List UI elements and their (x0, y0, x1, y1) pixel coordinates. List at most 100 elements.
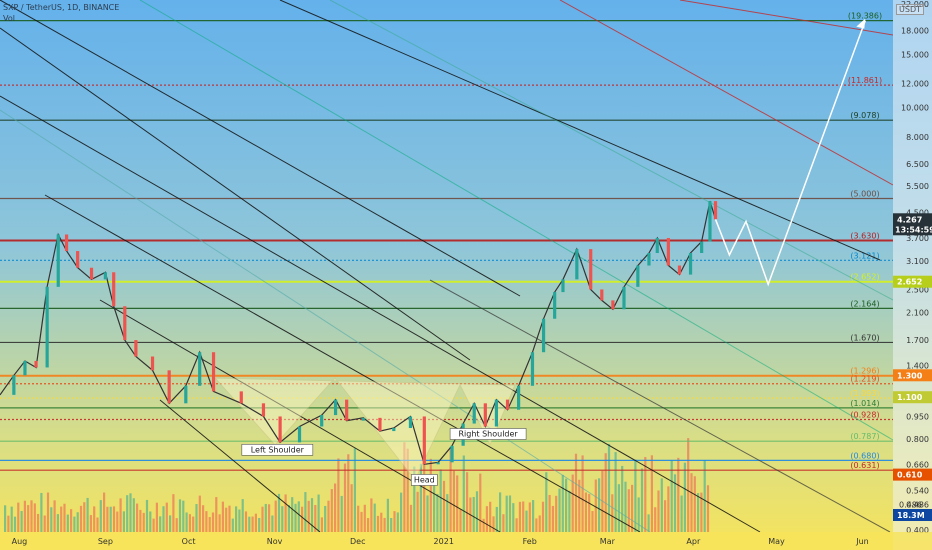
volume-bar (598, 478, 601, 532)
volume-bar (294, 503, 297, 532)
price-tick-label: 0.800 (906, 435, 929, 444)
trend-line (329, 0, 894, 301)
price-candle (647, 253, 651, 266)
volume-bar (93, 506, 96, 532)
volume-bar (109, 506, 112, 532)
price-badge-level-1: 2.652 (897, 278, 922, 287)
volume-bar (611, 494, 614, 532)
price-candle (436, 462, 440, 465)
time-axis[interactable]: Aug Sep Oct Nov Dec 2021 Feb Mar Apr May Jun (12, 537, 869, 546)
trend-line (99, 299, 501, 533)
price-tick-label: 0.950 (906, 412, 929, 421)
time-tick-label: Jun (855, 537, 869, 546)
price-candle (150, 356, 155, 371)
price-candle (361, 417, 365, 421)
fib-level-label: (1.014) (850, 399, 879, 408)
volume-bar (683, 462, 686, 532)
volume-bar (373, 503, 376, 532)
price-tick-label: 12.000 (901, 80, 929, 89)
volume-bar (690, 473, 693, 532)
volume-bar (330, 489, 333, 532)
volume-bar (548, 495, 551, 532)
volume-bar (409, 504, 413, 532)
volume-bar (155, 502, 158, 532)
volume-bar (396, 512, 399, 532)
volume-bar (591, 510, 594, 532)
volume-bar (703, 460, 706, 532)
price-candle (333, 399, 338, 416)
volume-bar (574, 453, 578, 532)
annotation-head: Head (414, 475, 435, 484)
volume-bar (211, 512, 215, 532)
volume-bar (706, 485, 710, 532)
time-tick-label: Oct (182, 537, 196, 546)
volume-bar (13, 516, 17, 532)
price-candle (211, 352, 216, 392)
volume-bar (654, 507, 657, 532)
volume-bar (37, 513, 40, 532)
volume-bar (208, 517, 211, 532)
volume-bar (320, 517, 323, 532)
volume-bar (555, 495, 558, 532)
volume-bar (145, 499, 149, 532)
fib-level-label: (3.121) (850, 251, 879, 260)
volume-bar (327, 500, 330, 532)
price-candle (708, 201, 712, 242)
fib-levels: (19.386) (11.861) (9.078) (5.000) (3.630) (3.… (0, 12, 893, 471)
volume-bar (103, 492, 106, 532)
volume-bar (264, 503, 267, 532)
price-candle (600, 289, 604, 301)
volume-bar (215, 497, 218, 532)
volume-bar (667, 486, 670, 532)
pattern-shape (213, 377, 516, 481)
volume-bar (291, 497, 294, 532)
symbol-title[interactable]: SXP / TetherUS, 1D, BINANCE (3, 3, 120, 12)
volume-bar (565, 478, 568, 532)
volume-bar (20, 510, 23, 532)
fib-level-label: (11.861) (848, 76, 882, 85)
price-candles (12, 201, 718, 465)
volume-bar (614, 452, 617, 532)
volume-bar (76, 512, 79, 532)
volume-bar (376, 515, 380, 532)
price-candle (655, 237, 659, 254)
current-price-badge: 4.267 (897, 215, 922, 224)
volume-bar (673, 474, 677, 532)
currency-unit-badge: USDT (896, 4, 924, 15)
volume-bar (165, 502, 168, 532)
volume-indicator-label[interactable]: Vol (3, 14, 15, 23)
volume-bar (159, 516, 162, 532)
volume-bar (122, 511, 125, 532)
volume-bar (426, 495, 429, 532)
price-tick-label: 4.500 (906, 208, 929, 217)
volume-bar (33, 503, 36, 532)
volume-bar (353, 448, 356, 532)
volume-bar (284, 494, 287, 532)
volume-bar (106, 506, 109, 532)
volume-bar (172, 494, 175, 532)
volume-bar (532, 500, 535, 532)
volume-bar (363, 504, 366, 532)
price-tick-label: 0.540 (906, 487, 929, 496)
volume-bar (568, 490, 571, 532)
annotation-right-shoulder: Right Shoulder (458, 430, 518, 439)
volume-bar (50, 507, 53, 532)
volume-bar (561, 474, 564, 532)
fib-level-label: (0.631) (850, 461, 879, 470)
price-candle (320, 415, 324, 427)
annotation-box (449, 428, 527, 440)
volume-bar (142, 512, 145, 532)
price-candle (541, 318, 546, 353)
volume-bar (515, 518, 518, 532)
volume-bar (139, 509, 142, 532)
volume-bar (46, 492, 50, 532)
fib-level-label: (1.093) (850, 389, 879, 398)
trend-lines (0, 0, 894, 533)
volume-bar (192, 516, 195, 532)
price-candle (392, 428, 396, 432)
fib-level-label: (3.630) (850, 232, 879, 241)
trend-line (159, 399, 321, 533)
price-badge-level-3: 1.100 (897, 393, 923, 402)
